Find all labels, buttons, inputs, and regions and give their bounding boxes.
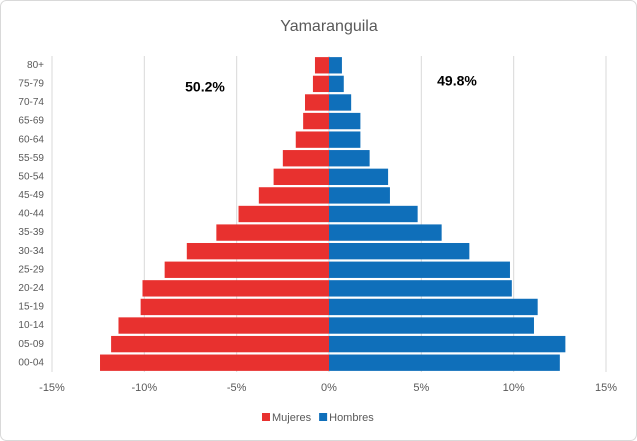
bar [140, 298, 329, 316]
y-tick-label: 75-79 [18, 79, 44, 90]
bar [329, 57, 342, 74]
bar [238, 205, 329, 223]
y-tick-label: 15-19 [18, 302, 44, 313]
y-tick-label: 60-64 [18, 134, 44, 145]
legend-label: Mujeres [272, 412, 312, 424]
x-tick-label: 10% [503, 382, 525, 394]
y-tick-label: 35-39 [18, 227, 44, 238]
y-tick-label: 65-69 [18, 116, 44, 127]
bar [329, 317, 534, 334]
x-tick-label: -15% [39, 382, 65, 394]
x-tick-label: 0% [321, 382, 337, 394]
y-tick-label: 45-49 [18, 190, 44, 201]
bar [329, 335, 566, 353]
bar [329, 168, 389, 186]
bar [329, 242, 470, 260]
bar [273, 168, 329, 186]
bar [304, 94, 329, 111]
bar [164, 261, 329, 278]
y-tick-label: 10-14 [18, 320, 44, 331]
y-tick-label: 30-34 [18, 246, 44, 257]
bar [314, 57, 329, 74]
bar [329, 150, 370, 167]
y-tick-label: 80+ [27, 60, 44, 71]
legend-label: Hombres [329, 412, 374, 424]
chart-title: Yamaranguila [280, 18, 378, 35]
legend-swatch [262, 413, 270, 421]
bar [142, 280, 329, 297]
bar [329, 94, 352, 111]
bar [329, 280, 512, 297]
bar [329, 112, 361, 130]
bar [329, 187, 390, 204]
bar [216, 224, 329, 241]
y-tick-label: 20-24 [18, 283, 44, 294]
y-tick-label: 50-54 [18, 171, 44, 182]
x-tick-label: 15% [595, 382, 617, 394]
x-tick-label: 5% [413, 382, 429, 394]
legend-swatch [319, 413, 328, 421]
bar [295, 131, 329, 148]
bar [329, 298, 538, 316]
bar [111, 335, 330, 353]
bar [258, 187, 329, 204]
annotation: 50.2% [185, 79, 225, 95]
y-tick-label: 25-29 [18, 264, 44, 275]
bar [329, 261, 510, 278]
y-tick-label: 40-44 [18, 209, 44, 220]
bar [329, 354, 560, 371]
bar [282, 150, 329, 167]
bar [329, 131, 361, 148]
bar [312, 75, 329, 93]
annotation: 49.8% [437, 73, 477, 89]
y-tick-label: 70-74 [18, 97, 44, 108]
bar [100, 354, 329, 371]
bar [329, 205, 418, 223]
x-tick-label: -5% [227, 382, 247, 394]
bar [303, 112, 329, 130]
x-tick-label: -10% [131, 382, 157, 394]
y-tick-label: 05-09 [18, 339, 44, 350]
y-tick-label: 00-04 [18, 357, 44, 368]
bar [186, 242, 329, 260]
bar [329, 224, 442, 241]
bar [118, 317, 329, 334]
bar [329, 75, 344, 93]
y-tick-label: 55-59 [18, 153, 44, 164]
